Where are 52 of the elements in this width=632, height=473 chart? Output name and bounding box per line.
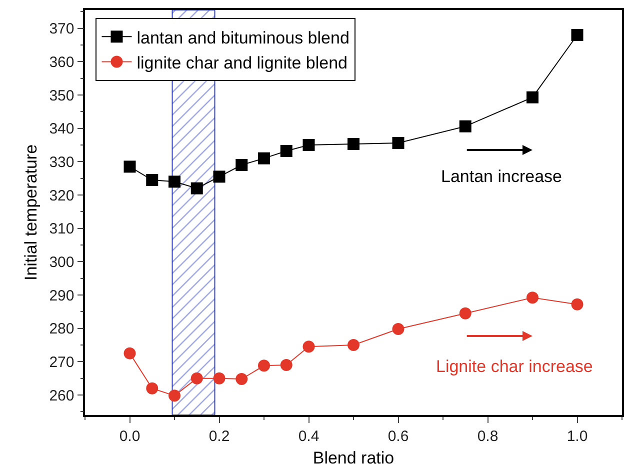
y-tick-label: 270 <box>49 354 74 371</box>
point <box>258 360 270 372</box>
point <box>302 139 315 151</box>
point <box>190 372 203 384</box>
point <box>258 152 270 164</box>
point <box>168 390 180 402</box>
y-tick-label: 310 <box>49 220 74 238</box>
point <box>392 323 404 335</box>
point <box>146 382 158 394</box>
point <box>236 159 248 171</box>
y-tick-label: 350 <box>49 87 74 104</box>
point <box>348 339 360 351</box>
point <box>348 138 360 150</box>
y-tick-label: 340 <box>49 120 74 138</box>
x-axis-title: Blend ratio <box>312 448 394 468</box>
point <box>571 29 584 41</box>
point <box>392 137 404 149</box>
y-tick-label: 370 <box>49 20 74 38</box>
y-tick-label: 360 <box>49 54 74 71</box>
y-tick-label: 280 <box>49 320 74 338</box>
point <box>526 91 538 104</box>
x-tick-label: 0.6 <box>388 428 409 445</box>
x-tick-label: 0.8 <box>477 428 498 445</box>
point <box>124 160 136 173</box>
point <box>236 373 248 385</box>
point <box>213 170 226 183</box>
point <box>124 347 136 360</box>
annotation: Lignite char increase <box>436 357 593 376</box>
point <box>459 307 472 320</box>
point <box>190 182 203 194</box>
point <box>168 176 180 188</box>
point <box>526 292 538 304</box>
y-axis-title: Initial temperature <box>21 144 40 281</box>
x-tick-label: 0.0 <box>119 428 140 445</box>
legend-label: lantan and bituminous blend <box>136 28 350 48</box>
legend-label: lignite char and lignite blend <box>136 53 348 72</box>
point <box>459 120 472 132</box>
point <box>571 298 584 310</box>
y-tick-label: 330 <box>49 154 74 171</box>
y-tick-label: 320 <box>49 187 74 204</box>
point <box>146 174 158 186</box>
x-tick-label: 0.4 <box>298 428 320 445</box>
x-tick-label: 1.0 <box>566 428 588 445</box>
y-tick-label: 300 <box>49 254 74 271</box>
annotation: Lantan increase <box>441 167 562 186</box>
x-tick-label: 0.2 <box>208 428 230 445</box>
point <box>280 145 292 157</box>
point <box>302 340 315 353</box>
y-tick-label: 290 <box>49 287 74 304</box>
point <box>280 359 292 371</box>
point <box>213 372 226 384</box>
y-tick-label: 260 <box>49 387 74 404</box>
